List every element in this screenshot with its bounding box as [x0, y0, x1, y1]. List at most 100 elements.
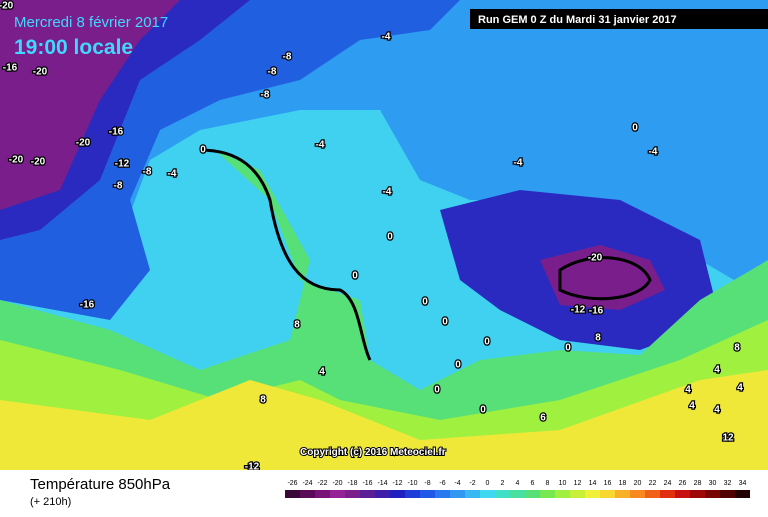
legend-label: 0 [486, 480, 490, 487]
legend-swatch [510, 490, 525, 498]
contour-label: -8 [114, 181, 123, 192]
contour-label: -20 [33, 67, 48, 78]
warm-band [0, 370, 768, 470]
legend-label: 26 [679, 480, 687, 487]
legend-swatch [705, 490, 720, 498]
legend-swatch [720, 490, 735, 498]
legend-swatch [435, 490, 450, 498]
legend-swatch [570, 490, 585, 498]
legend-swatch [480, 490, 495, 498]
contour-label: 4 [689, 401, 695, 412]
contour-label: 0 [455, 360, 461, 371]
contour-label: -8 [268, 67, 277, 78]
contour-label: -20 [9, 155, 24, 166]
legend-label: -14 [377, 480, 387, 487]
isotherm [558, 256, 652, 301]
legend-label: -18 [347, 480, 357, 487]
contour-label: -4 [383, 187, 392, 198]
contour-label: -4 [316, 140, 325, 151]
legend-swatch [630, 490, 645, 498]
legend-swatch [525, 490, 540, 498]
legend-label: 10 [559, 480, 567, 487]
contour-label: 8 [294, 320, 300, 331]
contour-label: 12 [722, 433, 734, 444]
legend-label: 6 [531, 480, 535, 487]
legend-swatch [585, 490, 600, 498]
legend-swatch [285, 490, 300, 498]
footer-subtitle: (+ 210h) [30, 496, 71, 508]
legend-swatch [735, 490, 750, 498]
contour-label: 4 [714, 405, 720, 416]
contour-label: -20 [31, 157, 46, 168]
contour-label: -12 [571, 305, 586, 316]
legend-label: 8 [546, 480, 550, 487]
date: Mercredi 8 février 2017 [14, 14, 168, 31]
run-box [470, 9, 768, 29]
legend-label: -2 [469, 480, 475, 487]
legend-label: -20 [332, 480, 342, 487]
contour-label: 0 [352, 271, 358, 282]
legend-swatch [615, 490, 630, 498]
contour-label: -16 [3, 63, 18, 74]
contour-label: -8 [261, 90, 270, 101]
legend-label: 12 [574, 480, 582, 487]
contour-label: -20 [588, 253, 603, 264]
legend-label: 28 [694, 480, 702, 487]
legend-swatch [420, 490, 435, 498]
legend-label: -12 [392, 480, 402, 487]
legend-label: -22 [317, 480, 327, 487]
contour-label: 4 [319, 367, 325, 378]
legend-label: -26 [287, 480, 297, 487]
legend-label: -10 [407, 480, 417, 487]
legend-swatch [390, 490, 405, 498]
legend-swatch [645, 490, 660, 498]
contour-label: -4 [168, 169, 177, 180]
time: 19:00 locale [14, 36, 133, 59]
legend-swatch [660, 490, 675, 498]
legend-label: -6 [439, 480, 445, 487]
legend-label: -16 [362, 480, 372, 487]
run-info: Run GEM 0 Z du Mardi 31 janvier 2017 [478, 14, 677, 26]
contour-label: 0 [484, 337, 490, 348]
contour-label: -4 [649, 147, 658, 158]
contour-label: 4 [737, 383, 743, 394]
legend-label: 18 [619, 480, 627, 487]
footer-title: Température 850hPa [30, 476, 171, 493]
contour-label: -12 [115, 159, 130, 170]
contour-label: 8 [595, 333, 601, 344]
legend-swatch [330, 490, 345, 498]
copyright: Copyright (c) 2016 Meteociel.fr [300, 447, 446, 458]
legend-swatch [495, 490, 510, 498]
contour-label: 8 [734, 343, 740, 354]
legend-label: -4 [454, 480, 460, 487]
legend-swatch [360, 490, 375, 498]
legend-swatch [375, 490, 390, 498]
legend-swatch [465, 490, 480, 498]
legend-label: 22 [649, 480, 657, 487]
legend-label: 34 [739, 480, 747, 487]
legend-swatch [540, 490, 555, 498]
contour-label: -4 [382, 32, 391, 43]
contour-label: 0 [632, 123, 638, 134]
legend-swatch [300, 490, 315, 498]
legend-label: 20 [634, 480, 642, 487]
contour-label: 0 [434, 385, 440, 396]
contour-label: 0 [565, 343, 571, 354]
warm-band [0, 150, 768, 470]
contour-label: -16 [80, 300, 95, 311]
legend-label: 14 [589, 480, 597, 487]
contour-label: 0 [200, 145, 206, 156]
contour-label: -8 [143, 167, 152, 178]
legend-swatch [345, 490, 360, 498]
legend-label: 2 [501, 480, 505, 487]
contour-labels: -20 -16 -20 -20 -20 -16 -20 -12 -8 -8 -4 0 -8 -8 -8 -4 -… [0, 0, 744, 474]
legend-swatch [675, 490, 690, 498]
contour-label: 6 [540, 413, 546, 424]
contour-label: -16 [589, 306, 604, 317]
legend-label: 4 [516, 480, 520, 487]
legend-label: 32 [724, 480, 732, 487]
contour-label: -4 [514, 158, 523, 169]
contour-label: 8 [260, 395, 266, 406]
contour-label: 0 [422, 297, 428, 308]
